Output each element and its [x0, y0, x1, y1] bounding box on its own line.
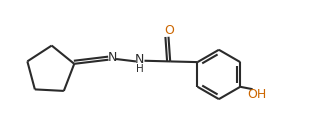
Text: H: H: [136, 64, 144, 74]
Text: O: O: [164, 24, 174, 37]
Text: N: N: [108, 52, 117, 65]
Text: N: N: [135, 52, 145, 65]
Text: OH: OH: [247, 88, 266, 101]
